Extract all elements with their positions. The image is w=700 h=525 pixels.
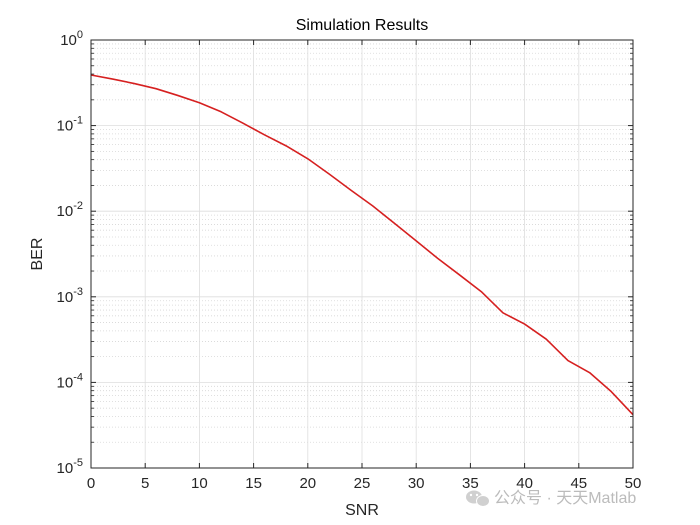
- watermark: 公众号 · 天天Matlab: [466, 489, 636, 507]
- ticks: [90, 39, 634, 469]
- x-axis-label: SNR: [345, 502, 379, 519]
- x-tick-label: 40: [516, 475, 533, 492]
- y-tick-label: 10-5: [57, 457, 83, 477]
- x-tick-label: 10: [191, 475, 208, 492]
- x-tick-label: 5: [141, 475, 149, 492]
- x-tick-label: 45: [570, 475, 587, 492]
- watermark-text: 公众号 · 天天Matlab: [494, 489, 636, 507]
- y-tick-label: 10-2: [57, 200, 83, 220]
- chart-title: Simulation Results: [296, 17, 429, 34]
- y-axis-label: BER: [29, 238, 46, 271]
- x-tick-label: 20: [299, 475, 316, 492]
- x-tick-label: 0: [87, 475, 95, 492]
- y-tick-labels: 10-5 10-4 10-3 10-2 10-1 100: [57, 29, 83, 477]
- x-tick-label: 50: [625, 475, 642, 492]
- x-tick-label: 30: [408, 475, 425, 492]
- series-layer: [90, 74, 634, 416]
- y-tick-label: 10-3: [57, 286, 83, 306]
- x-tick-labels: 0 5 10 15 20 25 30 35 40 45 50: [87, 475, 642, 492]
- x-tick-label: 25: [354, 475, 371, 492]
- y-tick-label: 100: [60, 29, 83, 49]
- x-tick-label: 35: [462, 475, 479, 492]
- wechat-icon: [466, 490, 490, 507]
- y-tick-label: 10-4: [57, 371, 83, 391]
- x-tick-label: 15: [245, 475, 262, 492]
- y-tick-label: 10-1: [57, 115, 83, 135]
- series-line-ber: [90, 74, 634, 416]
